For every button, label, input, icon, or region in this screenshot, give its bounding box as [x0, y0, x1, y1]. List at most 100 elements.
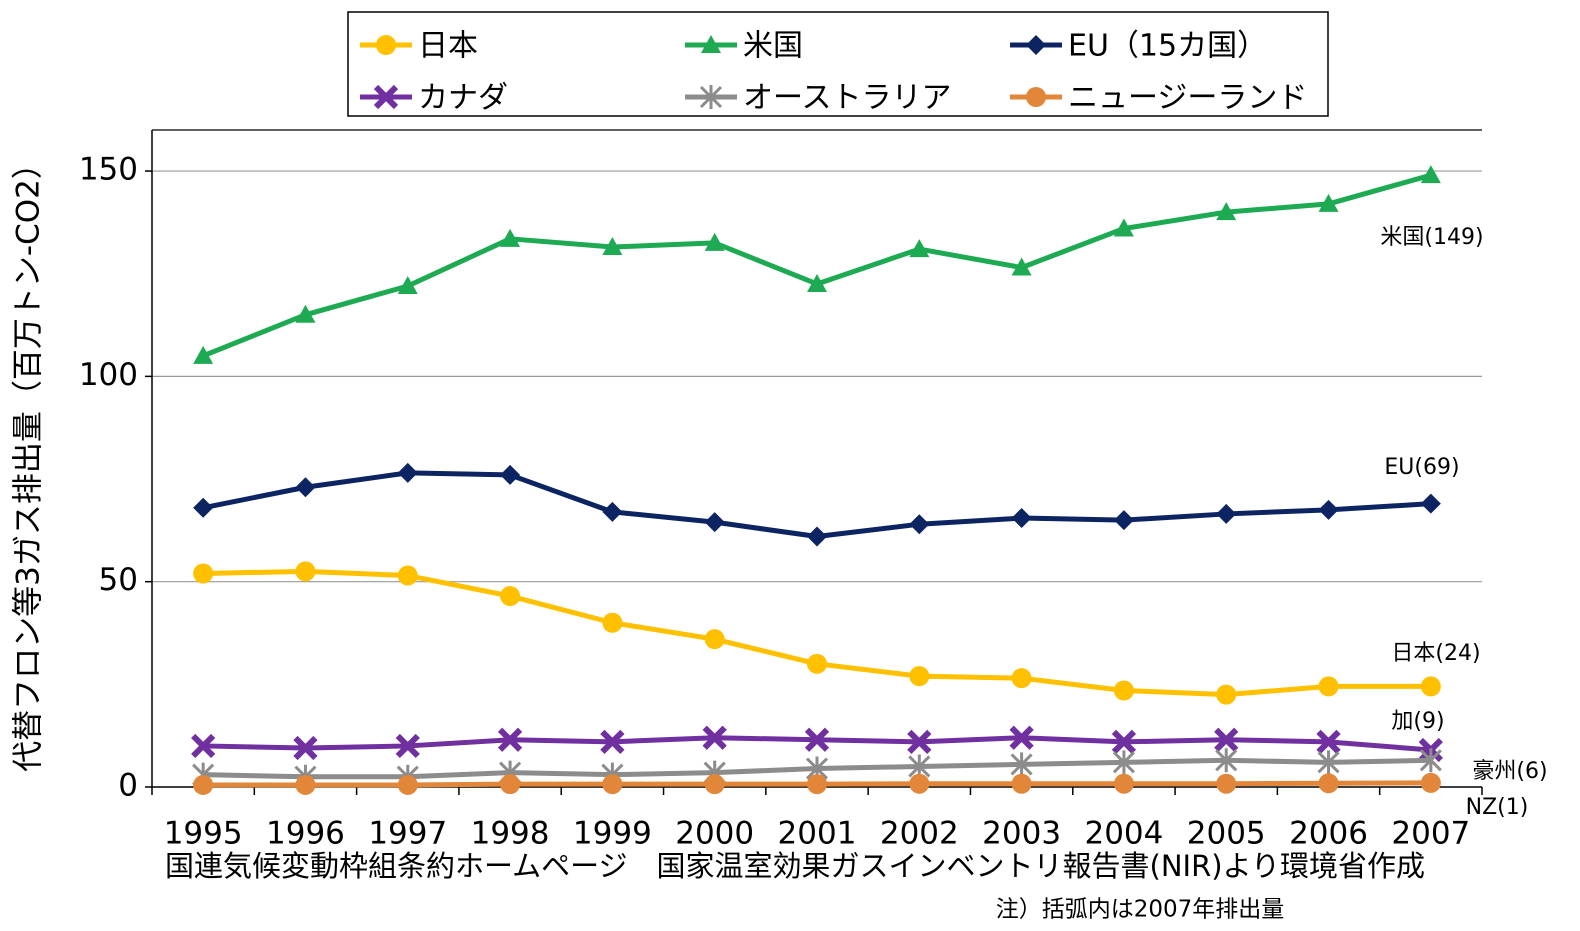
point	[807, 526, 827, 547]
point	[1318, 193, 1339, 212]
point	[704, 232, 725, 251]
note: 注）括弧内は2007年排出量	[996, 897, 1285, 923]
point	[804, 727, 830, 752]
x-tick-label: 2000	[675, 816, 754, 852]
point	[704, 629, 725, 650]
legend-label: EU（15カ国）	[1068, 29, 1267, 64]
point	[293, 735, 318, 761]
point	[500, 586, 521, 607]
legend-label: オーストラリア	[743, 81, 952, 116]
x-tick-label: 2004	[1084, 816, 1163, 852]
y-tick-label: 100	[79, 357, 138, 393]
point	[602, 774, 623, 795]
point	[1112, 750, 1135, 775]
annotation: 日本(24)	[1391, 641, 1480, 666]
point	[1419, 748, 1442, 773]
annotation: EU(69)	[1384, 455, 1459, 480]
point	[1113, 773, 1134, 794]
point	[1011, 773, 1032, 794]
source: 国連気候変動枠組条約ホームページ 国家温室効果ガスインベントリ報告書(NIR)よ…	[165, 849, 1425, 883]
point	[397, 276, 418, 295]
point	[602, 612, 623, 633]
annotation: 米国(149)	[1380, 225, 1483, 250]
point	[909, 514, 930, 535]
point	[807, 653, 827, 674]
point	[1009, 725, 1034, 750]
x-tick-label: 1998	[471, 816, 550, 852]
point	[1318, 676, 1339, 697]
point	[193, 497, 214, 518]
x-tick-label: 1999	[573, 816, 652, 852]
y-tick-label: 50	[99, 562, 138, 598]
legend-item: 米国	[685, 29, 803, 64]
x-tick-label: 1996	[266, 816, 345, 852]
point	[500, 228, 521, 247]
point	[1113, 510, 1134, 531]
point	[1420, 165, 1441, 184]
point	[1318, 773, 1339, 794]
point	[295, 304, 316, 323]
point	[602, 501, 623, 522]
point	[1317, 750, 1340, 775]
x-tick-label: 1997	[368, 816, 447, 852]
point	[807, 774, 827, 795]
series-line	[202, 172, 1432, 359]
point	[1216, 773, 1237, 794]
x-tick-label: 2006	[1289, 816, 1368, 852]
point	[1318, 499, 1339, 520]
x-tick-label: 2005	[1187, 816, 1266, 852]
point	[193, 774, 214, 795]
point	[702, 725, 727, 750]
legend-item: カナダ	[360, 81, 508, 116]
point	[193, 563, 214, 584]
legend-label: 米国	[743, 29, 803, 64]
point	[397, 774, 418, 795]
legend-label: カナダ	[418, 81, 508, 116]
point	[295, 477, 316, 498]
y-tick-label: 0	[118, 768, 138, 804]
point	[395, 733, 420, 759]
point	[1113, 218, 1134, 237]
point	[1215, 748, 1238, 773]
legend-item: 日本	[360, 29, 478, 64]
x-tick-label: 2002	[880, 816, 959, 852]
point	[1216, 503, 1237, 524]
legend-marker	[373, 84, 399, 110]
point	[807, 273, 827, 292]
point	[295, 561, 316, 582]
legend-box	[347, 11, 1329, 117]
point	[1113, 680, 1134, 701]
point	[1316, 729, 1341, 754]
point	[907, 729, 932, 754]
x-tick-label: 2007	[1391, 816, 1470, 852]
point	[500, 774, 521, 795]
point	[909, 773, 930, 794]
point	[1214, 727, 1239, 752]
series-line	[203, 568, 1431, 698]
point	[295, 774, 316, 795]
legend-item: オーストラリア	[685, 81, 952, 116]
point	[397, 462, 418, 483]
point	[500, 464, 521, 485]
point	[1420, 772, 1441, 793]
legend-label: 日本	[418, 29, 478, 64]
point	[600, 729, 625, 754]
point	[1216, 202, 1237, 221]
point	[191, 733, 216, 759]
x-tick-label: 2003	[982, 816, 1061, 852]
legend-item: EU（15カ国）	[1010, 29, 1267, 64]
point	[1111, 729, 1137, 754]
y-tick-label: 150	[79, 152, 138, 188]
point	[909, 666, 930, 687]
point	[1420, 676, 1441, 697]
legend-marker	[376, 35, 396, 55]
legend-marker	[699, 85, 723, 109]
legend-marker	[1026, 87, 1046, 107]
legend-marker	[1026, 35, 1046, 55]
point	[602, 237, 623, 256]
point	[1420, 493, 1441, 514]
point	[193, 345, 214, 364]
annotation: NZ(1)	[1466, 795, 1529, 820]
point	[1010, 752, 1033, 777]
